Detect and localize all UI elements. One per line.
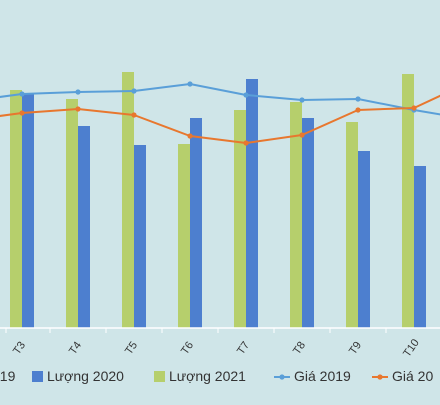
legend-label: Giá 20 <box>392 368 433 384</box>
legend-swatch <box>154 371 165 382</box>
point-giá-2020-t4 <box>75 106 81 112</box>
legend-item-0: 019 <box>0 368 16 384</box>
bar-lượng-2020-t8 <box>302 118 314 328</box>
point-giá-2020-t6 <box>187 133 193 139</box>
x-tick-label-t4: T4 <box>67 340 84 357</box>
x-tick-label-t6: T6 <box>179 340 196 357</box>
x-tick-label-t5: T5 <box>123 340 140 357</box>
x-tick-label-t9: T9 <box>347 340 364 357</box>
legend-marker <box>279 374 285 380</box>
point-giá-2020-t8 <box>299 132 305 138</box>
bar-lượng-2021-t8 <box>290 102 302 328</box>
legend-label: 019 <box>0 368 16 384</box>
point-giá-2019-t5 <box>131 88 137 94</box>
x-tick-label-t10: T10 <box>401 337 422 359</box>
point-giá-2020-t7 <box>243 140 249 146</box>
point-giá-2020-t10 <box>411 105 417 111</box>
legend-item-2: Lượng 2021 <box>154 368 246 384</box>
legend-label: Lượng 2020 <box>47 368 124 384</box>
bar-lượng-2021-t10 <box>402 74 414 328</box>
bar-lượng-2020-t10 <box>414 166 426 328</box>
x-tick-label-t8: T8 <box>291 340 308 357</box>
bar-lượng-2021-t7 <box>234 110 246 328</box>
legend-item-3: Giá 2019 <box>274 368 351 384</box>
x-tick-label-t7: T7 <box>235 340 252 357</box>
bar-lượng-2020-t4 <box>78 126 90 328</box>
axis-layer: T3 T4 T5 T6 T7 T8 T9 T10 <box>0 327 440 359</box>
bars-layer <box>10 72 426 328</box>
point-giá-2020-t9 <box>355 107 361 113</box>
point-giá-2020-t3 <box>19 110 25 116</box>
legend-swatch <box>32 371 43 382</box>
bar-lượng-2020-t3 <box>22 93 34 328</box>
bar-lượng-2021-t4 <box>66 99 78 328</box>
bar-lượng-2020-t7 <box>246 79 258 328</box>
bar-lượng-2020-t6 <box>190 118 202 328</box>
point-giá-2020-t5 <box>131 112 137 118</box>
point-giá-2019-t9 <box>355 96 361 102</box>
legend-label: Lượng 2021 <box>169 368 246 384</box>
line-giá-2020 <box>0 94 440 144</box>
bar-lượng-2021-t6 <box>178 144 190 328</box>
line-giá-2019 <box>0 83 440 116</box>
bar-lượng-2021-t9 <box>346 122 358 328</box>
bar-lượng-2021-t5 <box>122 72 134 328</box>
legend-layer: 019 Lượng 2020 Lượng 2021 Giá 2019 Giá 20 <box>0 368 433 384</box>
bar-lượng-2020-t9 <box>358 151 370 328</box>
lines-layer <box>0 81 440 146</box>
x-tick-label-t3: T3 <box>11 340 28 357</box>
bar-lượng-2021-t3 <box>10 90 22 328</box>
legend-marker <box>377 374 383 380</box>
bar-lượng-2020-t5 <box>134 145 146 328</box>
point-giá-2019-t7 <box>243 92 249 98</box>
legend-item-4: Giá 20 <box>372 368 433 384</box>
legend-label: Giá 2019 <box>294 368 351 384</box>
point-giá-2019-t4 <box>75 89 81 95</box>
point-giá-2019-t3 <box>19 91 25 97</box>
point-giá-2019-t8 <box>299 97 305 103</box>
point-giá-2019-t6 <box>187 81 193 87</box>
legend-item-1: Lượng 2020 <box>32 368 124 384</box>
